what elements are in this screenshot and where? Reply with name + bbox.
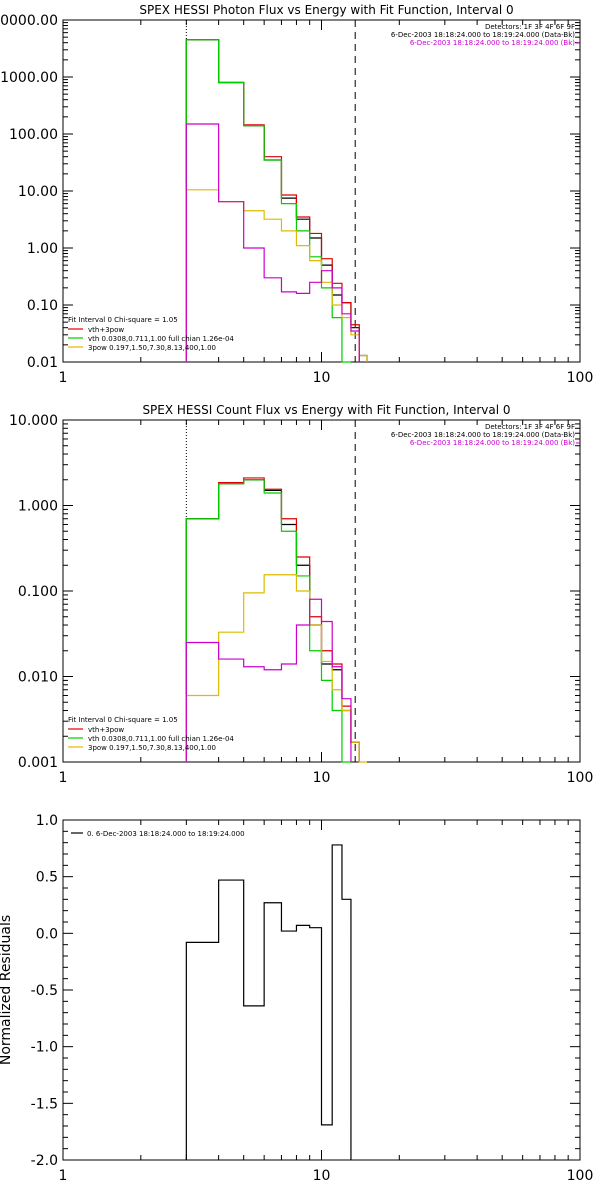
y-tick-label: 0.0 bbox=[36, 926, 58, 942]
legend-label: vth+3pow bbox=[88, 726, 124, 734]
chart-0 bbox=[62, 19, 581, 363]
x-tick-label: 100 bbox=[567, 770, 594, 786]
y-tick-label: 0.5 bbox=[36, 870, 58, 886]
y-tick-label: 1.00 bbox=[27, 241, 58, 257]
legend-label: 0. 6-Dec-2003 18:18:24.000 to 18:19:24.0… bbox=[87, 830, 245, 838]
series-step-line bbox=[185, 574, 368, 763]
series-step-line bbox=[185, 598, 352, 762]
y-tick-label: -0.5 bbox=[31, 983, 58, 999]
legend-label: vth 0.0308,0.711,1.00 full chian 1.26e-0… bbox=[88, 735, 234, 743]
chart-title: SPEX HESSI Count Flux vs Energy with Fit… bbox=[142, 403, 510, 417]
y-tick-label: 10.000 bbox=[9, 413, 58, 429]
x-tick-label: 10 bbox=[313, 1168, 331, 1184]
y-tick-label: 10.00 bbox=[18, 184, 58, 200]
series-step-line bbox=[185, 39, 351, 363]
y-tick-label: 0.100 bbox=[18, 584, 58, 600]
series-step-line bbox=[185, 479, 351, 763]
x-tick-label: 10 bbox=[313, 370, 331, 386]
chart-1 bbox=[62, 419, 581, 763]
y-tick-label: 0.01 bbox=[27, 355, 58, 371]
chart-2 bbox=[62, 819, 581, 1161]
y-tick-label: 0.10 bbox=[27, 298, 58, 314]
y-tick-label: 1.0 bbox=[36, 813, 58, 829]
header-text: 6-Dec-2003 18:18:24.000 to 18:19:24.000 … bbox=[391, 31, 575, 39]
header-text: Detectors: 1F 3F 4F 6F 9F bbox=[485, 23, 575, 31]
series-step-line bbox=[185, 477, 360, 762]
header-text: 6-Dec-2003 18:18:24.000 to 18:19:24.000 … bbox=[410, 39, 575, 47]
series-step-line bbox=[185, 479, 360, 762]
y-tick-label: 1000.00 bbox=[0, 70, 58, 86]
x-tick-label: 10 bbox=[313, 770, 331, 786]
series-step-line bbox=[185, 123, 360, 362]
y-tick-label: 0.001 bbox=[18, 755, 58, 771]
legend-label: vth+3pow bbox=[88, 326, 124, 334]
y-tick-label: 0.010 bbox=[18, 670, 58, 686]
series-step-line bbox=[185, 844, 352, 1160]
y-axis-label: Normalized Residuals bbox=[0, 915, 14, 1065]
x-tick-label: 100 bbox=[567, 1168, 594, 1184]
header-text: 6-Dec-2003 18:18:24.000 to 18:19:24.000 … bbox=[391, 431, 575, 439]
y-tick-label: 100.00 bbox=[9, 127, 58, 143]
series-step-line bbox=[185, 39, 368, 362]
legend-title: Fit Interval 0 Chi-square = 1.05 bbox=[68, 316, 178, 324]
x-tick-label: 100 bbox=[567, 370, 594, 386]
y-tick-label: 1.000 bbox=[18, 499, 58, 515]
header-text: 6-Dec-2003 18:18:24.000 to 18:19:24.000 … bbox=[410, 439, 575, 447]
legend-label: 3pow 0.197,1.50,7.30,8.13,400,1.00 bbox=[88, 744, 216, 752]
y-tick-label: -1.0 bbox=[31, 1040, 58, 1056]
x-tick-label: 1 bbox=[59, 770, 68, 786]
header-text: Detectors: 1F 3F 4F 6F 9F bbox=[485, 423, 575, 431]
x-tick-label: 1 bbox=[59, 1168, 68, 1184]
legend-title: Fit Interval 0 Chi-square = 1.05 bbox=[68, 716, 178, 724]
legend-label: 3pow 0.197,1.50,7.30,8.13,400,1.00 bbox=[88, 344, 216, 352]
legend-label: vth 0.0308,0.711,1.00 full chian 1.26e-0… bbox=[88, 335, 234, 343]
y-tick-label: -1.5 bbox=[31, 1096, 58, 1112]
series-step-line bbox=[185, 39, 360, 362]
x-tick-label: 1 bbox=[59, 370, 68, 386]
y-tick-label: 10000.00 bbox=[0, 13, 58, 29]
plot-frame bbox=[62, 19, 581, 363]
y-tick-label: -2.0 bbox=[31, 1153, 58, 1169]
chart-title: SPEX HESSI Photon Flux vs Energy with Fi… bbox=[139, 3, 513, 17]
plot-frame bbox=[62, 419, 581, 763]
